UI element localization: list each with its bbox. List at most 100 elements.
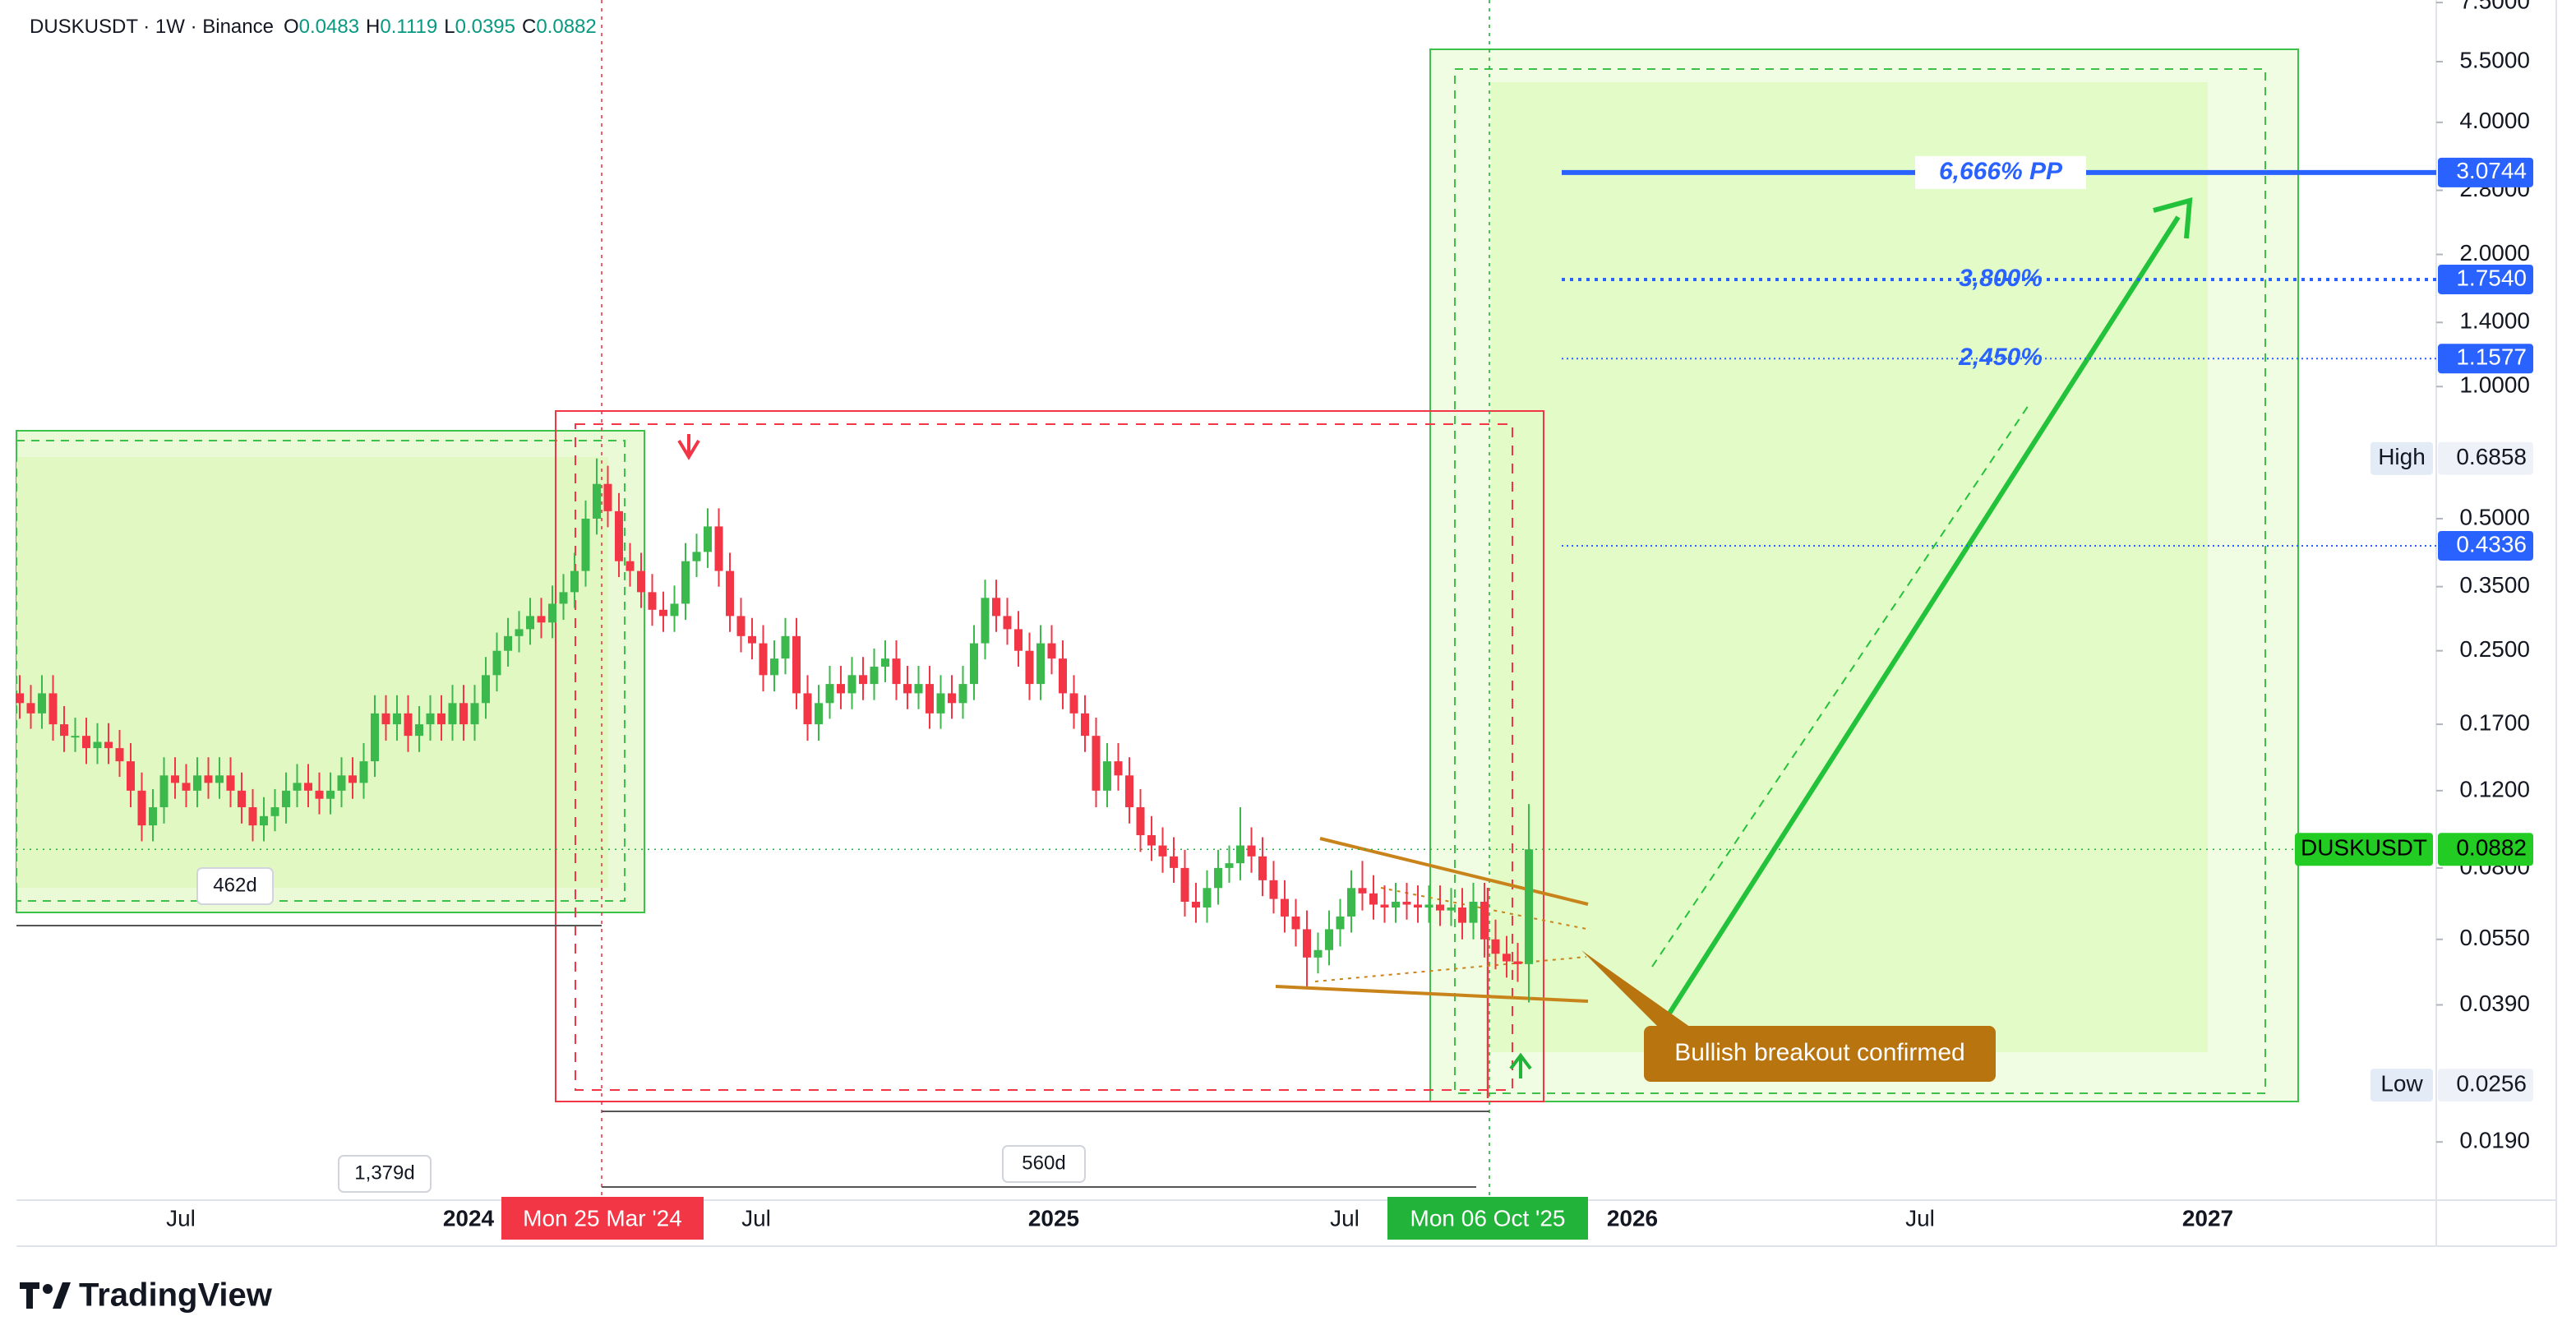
candle-body bbox=[593, 483, 601, 519]
candle-body bbox=[626, 561, 635, 571]
x-tick-label: 2027 bbox=[2182, 1205, 2233, 1231]
date-badge-label: Mon 06 Oct '25 bbox=[1410, 1205, 1566, 1231]
brand-name: TradingView bbox=[79, 1277, 273, 1314]
price-badge-label: 1.1577 bbox=[2456, 344, 2527, 370]
candle-body bbox=[482, 675, 490, 704]
callout-pointer bbox=[1581, 950, 1693, 1029]
candle-body bbox=[581, 518, 590, 571]
candle-body bbox=[748, 635, 756, 644]
candle-body bbox=[293, 783, 302, 791]
candle-body bbox=[1225, 863, 1234, 868]
candle-body bbox=[1158, 845, 1167, 857]
candle-body bbox=[1447, 908, 1456, 911]
candle-body bbox=[127, 761, 135, 791]
candle-body bbox=[371, 713, 379, 762]
axis-badge-name: High bbox=[2378, 444, 2426, 469]
duration-box bbox=[196, 867, 274, 905]
candle-body bbox=[93, 741, 102, 749]
y-tick-label: 0.1200 bbox=[2459, 776, 2530, 801]
candle-body bbox=[1436, 904, 1444, 911]
ohlc-key: L bbox=[444, 16, 455, 38]
axis-badge-name-bg bbox=[2295, 833, 2433, 866]
candle-body bbox=[337, 775, 346, 791]
candle-body bbox=[803, 693, 812, 725]
candle-body bbox=[1103, 761, 1111, 791]
duration-label: 560d bbox=[1022, 1152, 1065, 1174]
x-tick-label: 2025 bbox=[1028, 1205, 1079, 1231]
trendline bbox=[1275, 985, 1589, 1003]
date-badge bbox=[1387, 1197, 1588, 1240]
candle-body bbox=[926, 684, 934, 714]
target-arrow-head bbox=[2153, 196, 2193, 239]
candle-body bbox=[171, 775, 179, 783]
left-zone-inner bbox=[16, 457, 608, 888]
duration-box bbox=[1002, 1145, 1086, 1183]
candle-body bbox=[1414, 904, 1422, 908]
legend-header: DUSKUSDT · 1W · Binance O0.0483 H0.1119 L0.… bbox=[30, 16, 597, 38]
duration-box bbox=[338, 1155, 432, 1193]
callout-text: Bullish breakout confirmed bbox=[1674, 1039, 1965, 1066]
y-tick-label: 0.1700 bbox=[2459, 709, 2530, 735]
axis-badge bbox=[2438, 441, 2533, 475]
candle-body bbox=[981, 598, 990, 644]
axis-badge-label: 0.6858 bbox=[2456, 444, 2527, 469]
candle-body bbox=[1214, 867, 1222, 889]
candle-body bbox=[215, 775, 224, 783]
candle-body bbox=[270, 807, 279, 816]
candle-body bbox=[326, 790, 335, 799]
axis-badge-name-bg bbox=[2371, 1069, 2433, 1102]
candle-body bbox=[847, 675, 856, 694]
candle-body bbox=[1081, 713, 1089, 737]
candle-body bbox=[82, 736, 90, 749]
candle-body bbox=[48, 693, 58, 725]
candle-body bbox=[637, 570, 645, 593]
trendline-dotted bbox=[1380, 887, 1587, 930]
candle-body bbox=[692, 552, 701, 561]
candle-body bbox=[71, 736, 80, 738]
candle-body bbox=[1025, 650, 1034, 685]
candle-body bbox=[914, 684, 923, 694]
target-arrow bbox=[1658, 215, 2181, 1029]
ohlc-value: 0.0395 bbox=[455, 16, 515, 38]
candle-body bbox=[137, 790, 146, 826]
candle-body bbox=[459, 703, 468, 725]
candle-body bbox=[1380, 904, 1389, 908]
candle-body bbox=[238, 790, 246, 808]
candle-body bbox=[1069, 693, 1078, 714]
x-tick-label: 2026 bbox=[1607, 1205, 1658, 1231]
ohlc-key: C bbox=[522, 16, 536, 38]
y-tick-label: 0.3500 bbox=[2459, 572, 2530, 598]
candle-body bbox=[892, 658, 901, 685]
callout-box bbox=[1644, 1026, 1996, 1082]
price-badge bbox=[2438, 344, 2533, 374]
candle-body bbox=[548, 603, 556, 623]
y-tick-label: 0.2500 bbox=[2459, 636, 2530, 662]
candle-body bbox=[659, 609, 667, 617]
y-tick-label: 0.0390 bbox=[2459, 991, 2530, 1016]
candle-body bbox=[1258, 856, 1267, 880]
price-badge-label: 1.7540 bbox=[2456, 265, 2527, 290]
price-badge bbox=[2438, 157, 2533, 187]
candle-body bbox=[315, 790, 324, 799]
candle-body bbox=[948, 693, 956, 704]
range-box bbox=[555, 410, 1544, 1102]
candle-body bbox=[1059, 658, 1067, 694]
x-tick-label: Jul bbox=[1330, 1205, 1360, 1231]
candle-body bbox=[1125, 775, 1133, 808]
price-level-tag: 3,800% bbox=[1959, 265, 2043, 292]
candle-body bbox=[781, 635, 790, 659]
candle-body bbox=[903, 684, 912, 694]
target-zone-inner bbox=[1491, 82, 2208, 1052]
candle-body bbox=[792, 635, 801, 694]
candle-body bbox=[282, 790, 290, 808]
candle-body bbox=[570, 570, 579, 593]
candle-body bbox=[470, 703, 479, 725]
candle-body bbox=[1170, 856, 1178, 868]
candle-body bbox=[182, 783, 191, 791]
candle-body bbox=[559, 592, 568, 604]
duration-label: 1,379d bbox=[354, 1162, 414, 1184]
x-tick-label: Jul bbox=[741, 1205, 771, 1231]
candle-body bbox=[1525, 849, 1533, 964]
ohlc-value: 0.0882 bbox=[536, 16, 596, 38]
